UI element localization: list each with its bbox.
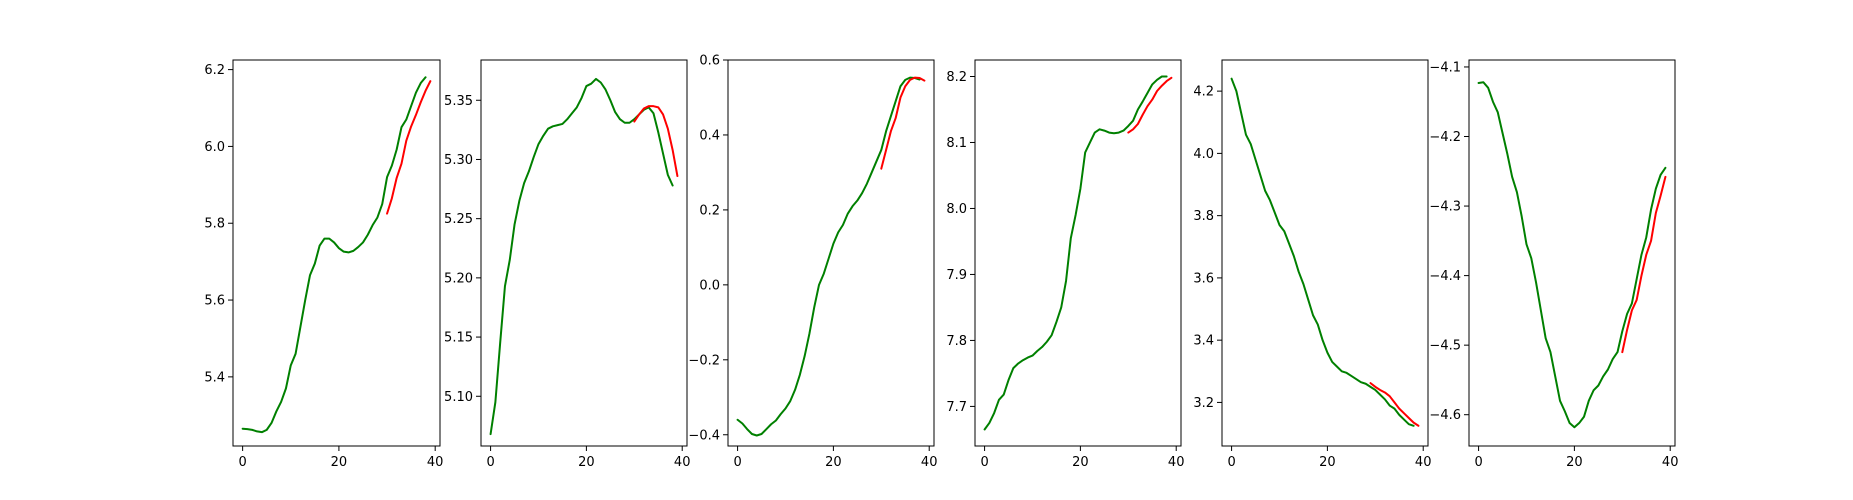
y-tick-label: −4.3 bbox=[1429, 200, 1461, 215]
y-tick-label: 5.8 bbox=[204, 217, 225, 232]
y-tick-label: 3.2 bbox=[1193, 396, 1214, 411]
axes-frame bbox=[974, 59, 1182, 447]
axes-frame bbox=[480, 59, 688, 447]
y-tick-label: 6.2 bbox=[204, 63, 225, 78]
y-tick-label: 6.0 bbox=[204, 140, 225, 155]
predicted-series-line bbox=[1127, 76, 1173, 134]
subplot-6: 0 20 40 −4.6 −4.5 −4.4 −4.3 −4.2 −4.1 bbox=[1429, 59, 1679, 470]
subplot-4: 0 20 40 7.7 7.8 7.9 8.0 8.1 8.2 bbox=[946, 59, 1185, 470]
axes-frame bbox=[1221, 59, 1429, 447]
y-tick-label: 5.35 bbox=[444, 94, 473, 109]
predicted-series-line bbox=[1369, 382, 1420, 427]
y-tick-label: 7.9 bbox=[946, 268, 967, 283]
y-tick-label: 5.4 bbox=[204, 370, 225, 385]
y-tick-label: 8.0 bbox=[946, 202, 967, 217]
subplot-3: 0 20 40 −0.4 −0.2 0.0 0.2 0.4 0.6 bbox=[688, 54, 937, 471]
x-tick-label: 0 bbox=[1227, 455, 1235, 470]
predicted-series-line bbox=[386, 80, 432, 215]
x-tick-label: 40 bbox=[1415, 455, 1432, 470]
y-tick-label: 8.1 bbox=[946, 136, 967, 151]
y-tick-label: 0.0 bbox=[699, 278, 720, 293]
x-tick-label: 40 bbox=[1168, 455, 1185, 470]
y-tick-label: −4.4 bbox=[1429, 269, 1461, 284]
x-tick-label: 20 bbox=[1072, 455, 1089, 470]
predicted-series-line bbox=[880, 76, 926, 170]
subplot-5: 0 20 40 3.2 3.4 3.6 3.8 4.0 4.2 bbox=[1193, 59, 1432, 470]
y-tick-label: 5.10 bbox=[444, 390, 473, 405]
actual-series-line bbox=[241, 76, 427, 434]
x-tick-label: 0 bbox=[238, 455, 246, 470]
y-tick-label: 8.2 bbox=[946, 70, 967, 85]
y-tick-label: 0.2 bbox=[699, 203, 720, 218]
actual-series-line bbox=[1230, 77, 1415, 427]
y-tick-label: 0.4 bbox=[699, 128, 720, 143]
x-tick-label: 0 bbox=[486, 455, 494, 470]
x-tick-label: 40 bbox=[427, 455, 444, 470]
subplot-1: 0 20 40 5.4 5.6 5.8 6.0 6.2 bbox=[204, 59, 444, 470]
y-tick-label: 4.2 bbox=[1193, 85, 1214, 100]
y-tick-label: −0.4 bbox=[688, 428, 720, 443]
x-tick-label: 0 bbox=[980, 455, 988, 470]
actual-series-line bbox=[1477, 81, 1667, 429]
predicted-series-line bbox=[1621, 175, 1667, 354]
y-tick-label: 5.20 bbox=[444, 271, 473, 286]
x-tick-label: 40 bbox=[921, 455, 938, 470]
x-tick-label: 20 bbox=[1319, 455, 1336, 470]
axes-frame bbox=[232, 59, 441, 447]
y-tick-label: 5.6 bbox=[204, 294, 225, 309]
y-tick-label: −4.2 bbox=[1429, 130, 1461, 145]
y-tick-label: 0.6 bbox=[699, 54, 720, 69]
x-tick-label: 20 bbox=[331, 455, 348, 470]
x-tick-label: 20 bbox=[578, 455, 595, 470]
y-tick-label: −4.1 bbox=[1429, 60, 1461, 75]
y-tick-label: 5.30 bbox=[444, 153, 473, 168]
y-tick-label: −0.2 bbox=[688, 353, 720, 368]
subplot-2: 0 20 40 5.10 5.15 5.20 5.25 5.30 5.35 bbox=[444, 59, 691, 470]
x-tick-label: 40 bbox=[1662, 455, 1679, 470]
x-tick-label: 40 bbox=[674, 455, 691, 470]
axes-frame bbox=[727, 59, 935, 447]
actual-series-line bbox=[736, 76, 921, 437]
y-tick-label: −4.6 bbox=[1429, 408, 1461, 423]
x-tick-label: 0 bbox=[1474, 455, 1482, 470]
y-tick-label: 3.6 bbox=[1193, 271, 1214, 286]
y-tick-label: 4.0 bbox=[1193, 147, 1214, 162]
actual-series-line bbox=[489, 77, 674, 436]
y-tick-label: 5.15 bbox=[444, 331, 473, 346]
y-tick-label: 3.8 bbox=[1193, 209, 1214, 224]
y-tick-label: −4.5 bbox=[1429, 339, 1461, 354]
y-tick-label: 5.25 bbox=[444, 212, 473, 227]
x-tick-label: 0 bbox=[733, 455, 741, 470]
y-tick-label: 3.4 bbox=[1193, 334, 1214, 349]
y-tick-label: 7.7 bbox=[946, 400, 967, 415]
axes-frame bbox=[1468, 59, 1676, 447]
x-tick-label: 20 bbox=[825, 455, 842, 470]
y-tick-label: 7.8 bbox=[946, 334, 967, 349]
actual-series-line bbox=[983, 75, 1168, 431]
predicted-series-line bbox=[633, 105, 679, 178]
x-tick-label: 20 bbox=[1566, 455, 1583, 470]
